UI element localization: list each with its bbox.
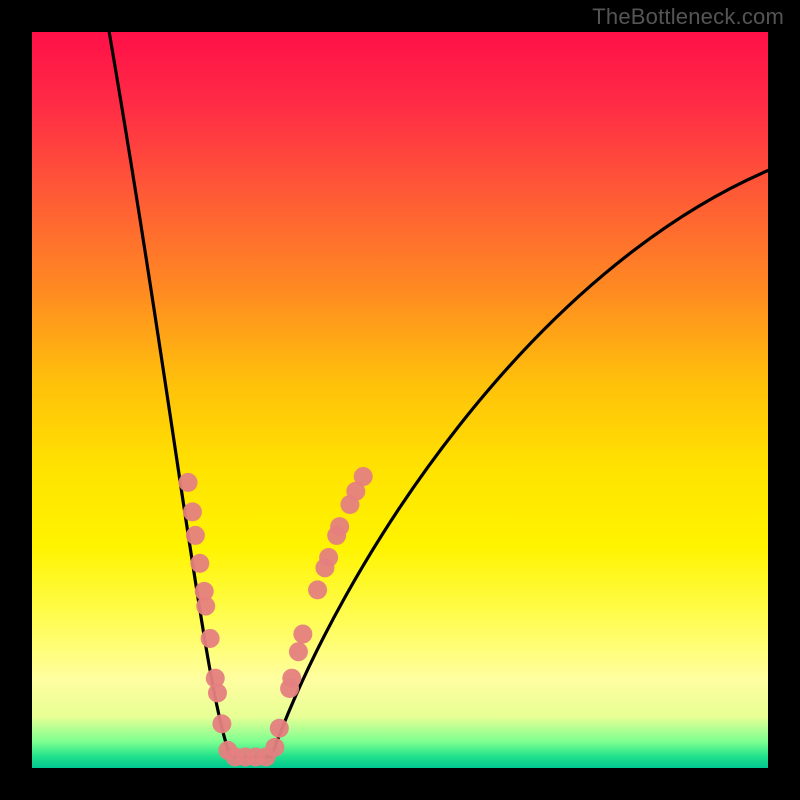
- plot-area: [32, 32, 768, 768]
- watermark-text: TheBottleneck.com: [592, 4, 784, 30]
- gradient-background: [32, 32, 768, 768]
